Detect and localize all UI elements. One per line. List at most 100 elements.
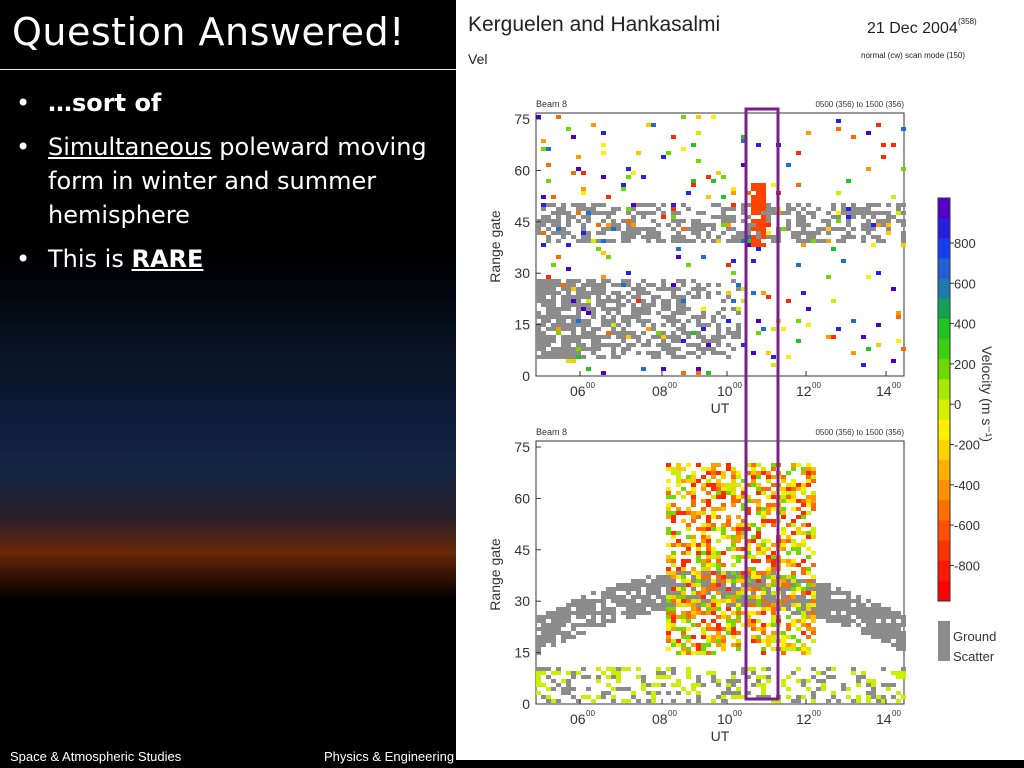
radar-cell [551, 263, 556, 267]
radar-cell [886, 611, 891, 615]
radar-cell [641, 343, 646, 347]
radar-cell [706, 291, 711, 295]
radar-cell [666, 335, 671, 339]
radar-cell [616, 311, 621, 315]
radar-cell [766, 539, 771, 543]
radar-cell [761, 199, 766, 203]
radar-cell [856, 615, 861, 619]
radar-figure-svg: Kerguelen and Hankasalmi Vel 21 Dec 2004… [468, 13, 996, 744]
colorbar-tick-label: 400 [954, 317, 976, 332]
radar-cell [691, 599, 696, 603]
radar-cell [621, 347, 626, 351]
radar-cell [796, 607, 801, 611]
radar-cell [896, 627, 901, 631]
radar-cell [551, 619, 556, 623]
colorbar-tick-label: 800 [954, 236, 976, 251]
radar-cell [701, 339, 706, 343]
radar-cell [701, 239, 706, 243]
radar-cell [791, 671, 796, 675]
radar-cell [711, 627, 716, 631]
radar-cell [781, 543, 786, 547]
y-tick-label: 75 [514, 439, 530, 455]
bullet-item: • This is RARE [14, 242, 434, 276]
radar-cell [706, 347, 711, 351]
radar-cell [606, 683, 611, 687]
radar-cell [841, 227, 846, 231]
radar-cell [841, 683, 846, 687]
radar-cell [741, 591, 746, 595]
radar-cell [866, 691, 871, 695]
radar-cell [626, 611, 631, 615]
x-tick-label: 10 [717, 711, 733, 727]
radar-cell [566, 295, 571, 299]
radar-cell [771, 475, 776, 479]
radar-cell [886, 211, 891, 215]
radar-cell [546, 239, 551, 243]
radar-cell [891, 627, 896, 631]
radar-cell [621, 187, 626, 191]
radar-cell [571, 627, 576, 631]
radar-cell [806, 627, 811, 631]
radar-cell [731, 591, 736, 595]
radar-cell [656, 607, 661, 611]
radar-cell [631, 223, 636, 227]
radar-cell [716, 239, 721, 243]
radar-cell [546, 699, 551, 703]
radar-cell [641, 175, 646, 179]
radar-cell [726, 295, 731, 299]
radar-cell [741, 583, 746, 587]
radar-cell [671, 571, 676, 575]
radar-cell [761, 571, 766, 575]
radar-cell [611, 347, 616, 351]
radar-cell [691, 331, 696, 335]
radar-cell [711, 475, 716, 479]
radar-cell [841, 619, 846, 623]
radar-cell [741, 231, 746, 235]
radar-cell [756, 183, 761, 187]
radar-cell [646, 339, 651, 343]
radar-cell [691, 279, 696, 283]
radar-cell [651, 591, 656, 595]
radar-cell [676, 255, 681, 259]
radar-cell [766, 215, 771, 219]
radar-cell [771, 491, 776, 495]
radar-cell [606, 335, 611, 339]
radar-cell [691, 479, 696, 483]
radar-cell [811, 631, 816, 635]
radar-cell [706, 603, 711, 607]
radar-cell [761, 667, 766, 671]
radar-cell [881, 223, 886, 227]
radar-cell [551, 671, 556, 675]
radar-cell [696, 547, 701, 551]
radar-cell [836, 587, 841, 591]
radar-cell [716, 291, 721, 295]
radar-cell [791, 499, 796, 503]
radar-cell [791, 231, 796, 235]
radar-cell [576, 355, 581, 359]
radar-cell [676, 491, 681, 495]
colorbar-cell [938, 419, 950, 441]
radar-cell [696, 355, 701, 359]
radar-cell [761, 539, 766, 543]
radar-cell [781, 507, 786, 511]
radar-cell [721, 531, 726, 535]
radar-cell [611, 223, 616, 227]
radar-cell [806, 531, 811, 535]
radar-cell [796, 231, 801, 235]
radar-cell [586, 207, 591, 211]
radar-cell [546, 675, 551, 679]
radar-cell [661, 347, 666, 351]
radar-cell [691, 223, 696, 227]
radar-cell [671, 619, 676, 623]
radar-cell [791, 491, 796, 495]
radar-cell [626, 583, 631, 587]
radar-cell [691, 595, 696, 599]
radar-cell [611, 343, 616, 347]
radar-cell [756, 483, 761, 487]
radar-cell [761, 183, 766, 187]
radar-cell [806, 591, 811, 595]
radar-cell [771, 239, 776, 243]
radar-cell [721, 299, 726, 303]
radar-cell [711, 619, 716, 623]
radar-cell [746, 575, 751, 579]
